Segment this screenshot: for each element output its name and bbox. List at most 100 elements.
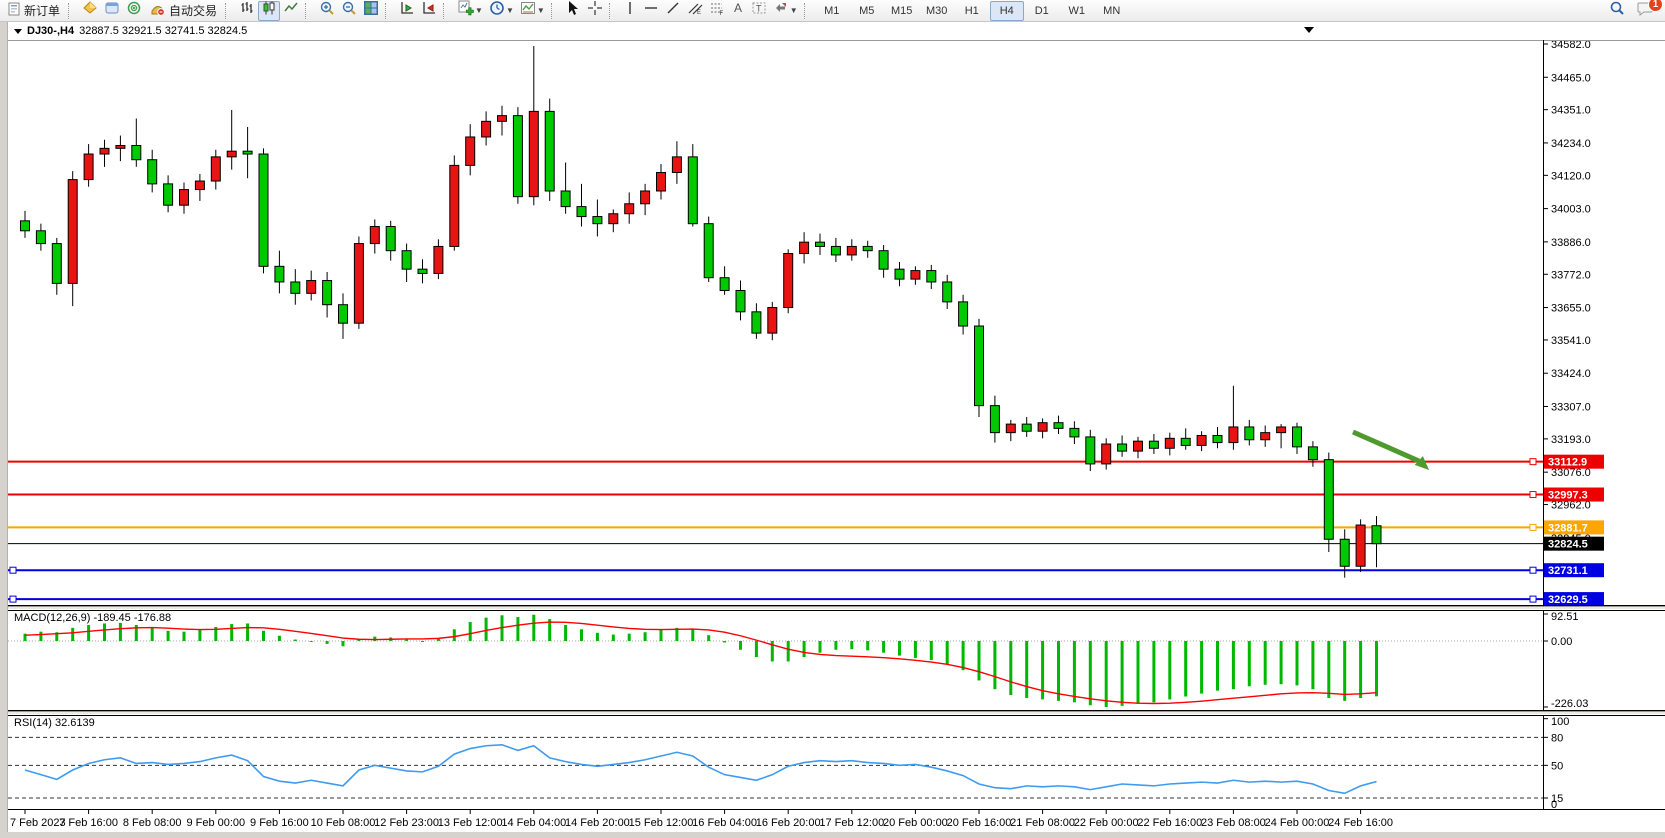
chat-button[interactable]: 1: [1634, 0, 1663, 21]
indicators-icon: [457, 0, 474, 21]
zoom-in-button[interactable]: [316, 1, 338, 21]
hline-price-label[interactable]: 32629.5: [1544, 592, 1604, 606]
candle: [640, 183, 651, 216]
macd-panel[interactable]: 92.51 0.00 -226.03: [8, 610, 1665, 711]
macd-bar: [71, 627, 75, 641]
auto-scroll-button[interactable]: [396, 1, 418, 21]
svg-text:F: F: [719, 11, 723, 16]
hline-price-label[interactable]: 32997.3: [1544, 487, 1604, 502]
macd-bar: [452, 629, 456, 641]
timeframe-MN[interactable]: MN: [1103, 4, 1121, 17]
chart-ohlc-values: 32887.5 32921.5 32741.5 32824.5: [79, 25, 248, 37]
trendline-button[interactable]: [662, 1, 684, 21]
zoom-out-button[interactable]: [338, 1, 360, 21]
macd-bar: [1327, 641, 1331, 698]
toolbar-separator: [68, 2, 76, 19]
candle: [544, 98, 555, 201]
svg-text:E: E: [697, 10, 701, 16]
candle: [163, 175, 174, 213]
timeframe-W1[interactable]: W1: [1068, 4, 1085, 17]
navigator-icon: [126, 0, 142, 21]
macd-bar: [118, 622, 122, 641]
vertical-line-button[interactable]: [620, 1, 640, 21]
new-order-label: 新订单: [24, 4, 61, 18]
timeframe-D1[interactable]: D1: [1034, 4, 1049, 17]
macd-bar: [484, 617, 488, 641]
horizontal-line-object[interactable]: [8, 491, 1543, 499]
text-button[interactable]: A: [728, 1, 748, 21]
hline-price-label[interactable]: 32881.7: [1544, 520, 1604, 535]
candle: [528, 45, 539, 206]
macd-bar: [357, 639, 361, 641]
candle: [290, 269, 301, 305]
panel-splitter[interactable]: [8, 711, 1665, 715]
periods-button[interactable]: ▼: [486, 1, 517, 21]
macd-bar: [134, 624, 138, 641]
horizontal-line-object[interactable]: [8, 566, 1543, 574]
candle: [131, 118, 142, 167]
chart-line-button[interactable]: [280, 1, 302, 21]
channel-button[interactable]: E: [684, 1, 706, 21]
chart-bars-button[interactable]: [236, 1, 258, 21]
candle: [51, 237, 62, 295]
templates-button[interactable]: ▼: [517, 1, 548, 21]
candle: [369, 219, 380, 254]
indicators-button[interactable]: ▼: [454, 0, 486, 21]
time-tick: 14 Feb 20:00: [565, 817, 630, 829]
macd-bar: [802, 641, 806, 658]
candle: [1133, 436, 1143, 459]
horizontal-line-object[interactable]: [8, 523, 1543, 531]
time-tick: 20 Feb 16:00: [947, 817, 1012, 829]
panel-splitter[interactable]: [8, 606, 1665, 610]
zoom-out-icon: [341, 0, 357, 21]
macd-bar: [1136, 641, 1140, 704]
chart-candles-button[interactable]: [258, 0, 281, 21]
toolbar: 新订单 自动交易 ▼ ▼ ▼ E F A T ▼: [0, 0, 1665, 22]
macd-bar: [1104, 641, 1108, 707]
candle: [958, 294, 969, 335]
arrows-button[interactable]: ▼: [770, 1, 801, 21]
time-tick: 24 Feb 00:00: [1265, 817, 1330, 829]
market-watch-button[interactable]: [79, 1, 101, 21]
macd-bar: [929, 641, 933, 660]
search-button[interactable]: [1606, 1, 1628, 21]
new-order-button[interactable]: 新订单: [2, 1, 65, 21]
macd-bar: [532, 614, 536, 641]
timeframe-M30[interactable]: M30: [926, 4, 948, 17]
candle: [783, 249, 794, 314]
timeframe-H4[interactable]: H4: [989, 0, 1024, 21]
navigator-button[interactable]: [123, 1, 145, 21]
scroll-to-end-icon[interactable]: [1304, 27, 1314, 33]
price-chart[interactable]: 34582.0 34465.0 34351.0 34234.0 34120.0 34003…: [8, 40, 1665, 606]
search-icon: [1609, 0, 1625, 21]
price-tick: 33772.0: [1551, 269, 1591, 281]
macd-bar: [643, 632, 647, 641]
macd-bar: [198, 629, 202, 641]
timeframe-H1[interactable]: H1: [964, 4, 979, 17]
timeframe-M1[interactable]: M1: [824, 4, 840, 17]
chart-menu-triangle-icon[interactable]: [14, 28, 22, 34]
crosshair-button[interactable]: [584, 1, 606, 21]
autotrading-button[interactable]: 自动交易: [145, 1, 222, 21]
timeframe-M5[interactable]: M5: [859, 4, 875, 17]
horizontal-line-object[interactable]: [8, 458, 1543, 466]
macd-label: MACD(12,26,9) -189.45 -176.88: [14, 612, 172, 624]
candle: [592, 199, 603, 237]
candle: [83, 144, 94, 187]
timeframe-M15[interactable]: M15: [891, 4, 913, 17]
horizontal-line-button[interactable]: [640, 1, 662, 21]
hline-price-label[interactable]: 32731.1: [1544, 563, 1604, 578]
trend-arrow-annotation[interactable]: [1351, 429, 1429, 470]
macd-bar: [150, 627, 154, 641]
chart-shift-button[interactable]: [418, 1, 440, 21]
cursor-button[interactable]: [562, 1, 584, 21]
fibonacci-button[interactable]: F: [706, 1, 728, 21]
horizontal-line-object[interactable]: [8, 595, 1543, 603]
tile-windows-button[interactable]: [360, 1, 382, 21]
data-window-button[interactable]: [101, 1, 123, 21]
text-label-button[interactable]: T: [748, 1, 770, 21]
macd-bar: [786, 641, 790, 662]
rsi-panel[interactable]: 100 80 50 150: [8, 715, 1665, 810]
hline-price-label[interactable]: 33112.9: [1544, 454, 1604, 469]
macd-bar: [1152, 641, 1156, 703]
